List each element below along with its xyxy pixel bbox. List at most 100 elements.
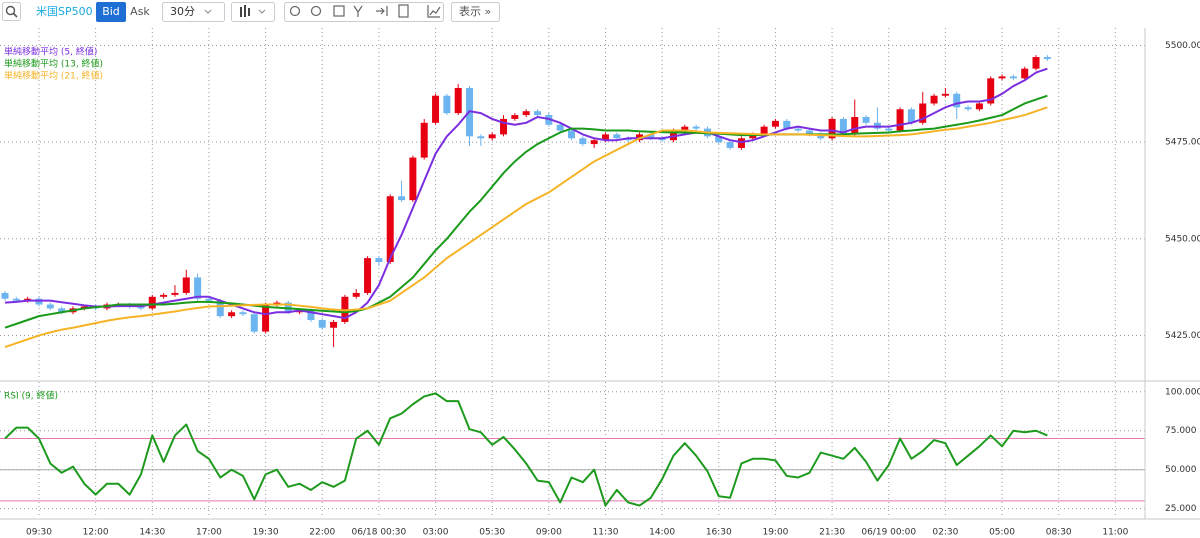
cursor-icon[interactable]: [353, 5, 363, 17]
candle-body: [953, 93, 961, 108]
tool-group: [284, 2, 444, 22]
x-tick-label: 02:30: [932, 528, 958, 538]
candle-body: [1009, 76, 1017, 79]
candle-body: [998, 76, 1006, 79]
search-button[interactable]: [2, 2, 21, 21]
legend-entry: 単純移動平均 (5, 終値): [4, 46, 97, 58]
interval-dropdown[interactable]: [162, 2, 225, 22]
doc-icon[interactable]: [398, 4, 409, 18]
candle-body: [307, 310, 315, 320]
zoom-out[interactable]: [310, 5, 322, 17]
candle-body: [556, 124, 564, 131]
candle-body: [12, 298, 20, 301]
candle-body: [715, 136, 723, 143]
candle-body: [46, 304, 54, 309]
candle-body: [398, 196, 406, 201]
candle-body: [160, 294, 168, 297]
candle-body: [930, 95, 938, 104]
x-tick-label: 08:30: [1046, 528, 1072, 538]
candle-body: [601, 134, 609, 141]
candle-body: [794, 128, 802, 131]
candle-body: [1, 292, 9, 299]
candle-body: [148, 296, 156, 309]
interval-label[interactable]: 30分: [170, 5, 195, 18]
fit-icon[interactable]: [333, 5, 345, 17]
dropdown-arrow: [204, 9, 212, 14]
x-tick-label: 09:30: [26, 528, 52, 538]
candle-body: [205, 298, 213, 301]
candle-body: [681, 126, 689, 131]
legend-entry: 単純移動平均 (13, 終値): [4, 58, 103, 70]
candle-body: [182, 277, 190, 293]
series-line: [4, 94, 1048, 329]
x-tick-label: 14:00: [649, 528, 675, 538]
y-tick-label: 5475.00: [1165, 138, 1200, 148]
candle-body: [352, 292, 360, 297]
candle-body: [250, 314, 258, 332]
candle-body: [330, 321, 338, 328]
candle-body: [1032, 57, 1040, 69]
x-tick-label: 19:30: [253, 528, 279, 538]
candle-body: [975, 103, 983, 110]
symbol[interactable]: 米国SP500: [36, 5, 93, 18]
x-tick-label: 14:30: [139, 528, 165, 538]
indicator-icon[interactable]: [427, 5, 441, 18]
y-tick-label: 25.000: [1165, 504, 1197, 514]
candle-body: [364, 258, 372, 293]
candle-body: [568, 130, 575, 139]
candle-body: [409, 157, 417, 201]
series-line: [4, 106, 1048, 349]
x-tick-label: 17:00: [196, 528, 222, 538]
candle-body: [862, 117, 870, 123]
x-tick-label: 11:00: [1102, 528, 1128, 538]
candle-body: [805, 130, 813, 135]
candle-body: [454, 88, 462, 114]
candle-body: [828, 118, 836, 139]
x-tick-label: 06/18 00:30: [352, 528, 407, 538]
candle-body: [262, 304, 270, 332]
candle-body: [760, 126, 768, 135]
x-tick-label: 11:30: [593, 528, 619, 538]
candle-body: [964, 107, 972, 110]
candle-body: [216, 300, 224, 317]
candle-body: [590, 140, 598, 145]
zoom-in[interactable]: [289, 5, 301, 17]
x-tick-label: 19:00: [762, 528, 788, 538]
scroll-end[interactable]: [376, 6, 388, 16]
legend-entry: 単純移動平均 (21, 終値): [4, 70, 103, 82]
candle-body: [896, 109, 904, 131]
candle-body: [522, 111, 530, 116]
candle-body: [907, 109, 915, 123]
view-label[interactable]: 表示 »: [459, 4, 491, 18]
y-tick-label: 5450.00: [1165, 234, 1200, 244]
candle-body: [1021, 68, 1029, 79]
view-button[interactable]: [451, 2, 500, 22]
x-tick-label: 16:30: [706, 528, 732, 538]
candle-body: [318, 320, 326, 328]
chart-type-dropdown[interactable]: [231, 2, 275, 22]
x-tick-label: 12:00: [83, 528, 109, 538]
y-tick-label: 100.000: [1165, 387, 1200, 397]
candle-body: [488, 134, 496, 139]
x-tick-label: 06/19 00:00: [861, 528, 916, 538]
bid-label[interactable]: Bid: [102, 5, 120, 18]
search-icon: [5, 5, 16, 16]
candle-body: [137, 306, 145, 309]
search-icon: [12, 12, 18, 18]
candle-body: [941, 93, 949, 96]
candle-body: [839, 118, 847, 135]
candle-body: [817, 134, 825, 139]
candle-body: [432, 95, 440, 123]
candle-body: [579, 138, 587, 145]
toolbar: 米国SP500 Bid Ask 30分 表示 »: [0, 0, 1200, 26]
candle-body: [443, 95, 451, 114]
y-tick-label: 50.000: [1165, 465, 1197, 475]
x-tick-label: 09:00: [536, 528, 562, 538]
candle-body: [851, 117, 859, 135]
candle-body: [228, 312, 236, 317]
y-tick-label: 5425.00: [1165, 331, 1200, 341]
x-tick-label: 03:00: [423, 528, 449, 538]
dropdown-arrow: [258, 9, 266, 14]
ask-button[interactable]: Ask: [130, 5, 150, 18]
bid-button[interactable]: [96, 2, 126, 22]
